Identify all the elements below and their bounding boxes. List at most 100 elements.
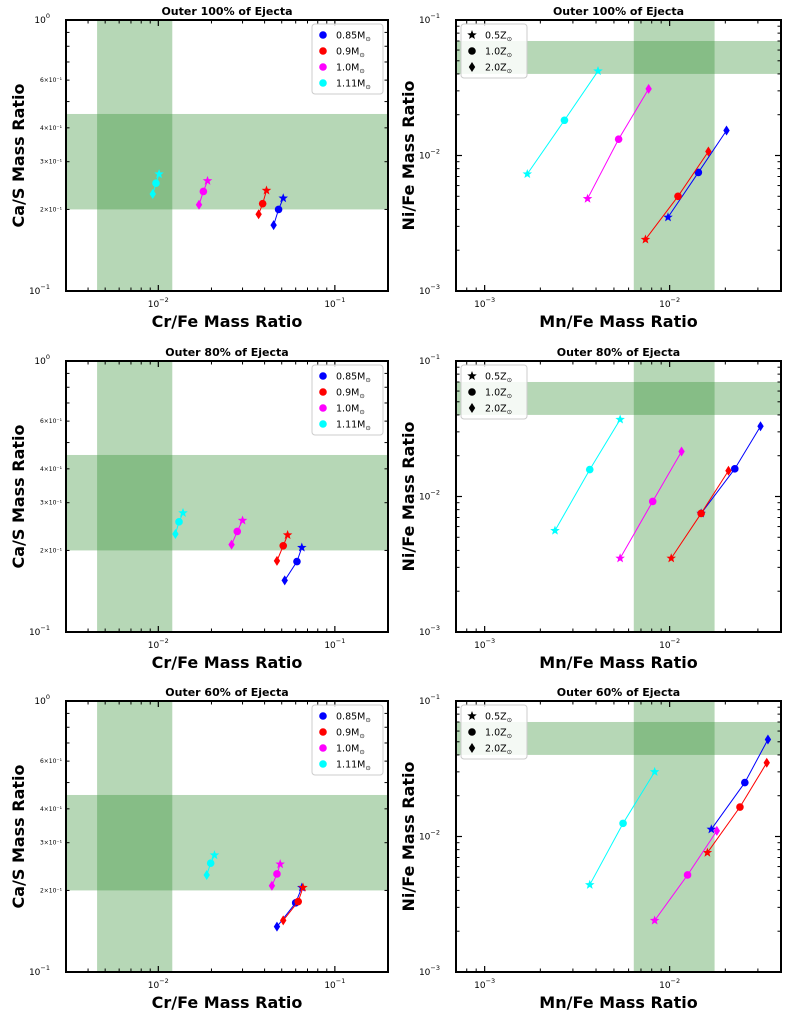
y-tick-exp: −1 [40, 283, 50, 291]
y-tick-base: 10 [419, 697, 431, 707]
data-point [640, 234, 651, 244]
data-point [674, 192, 682, 201]
data-point [741, 778, 749, 787]
series-1.0M [582, 83, 652, 203]
legend-label: 0.5Z⊙ [485, 372, 512, 385]
data-point [723, 125, 730, 136]
data-point [694, 168, 703, 177]
legend-label-sub: ⊙ [507, 376, 512, 384]
legend-label-sub: ⊙ [365, 83, 370, 91]
y-tick-label: 100 [34, 353, 50, 367]
y-tick-label: 100 [34, 12, 50, 26]
y-minor-tick-label: 4×10⁻¹ [40, 806, 63, 813]
x-tick-exp: −1 [336, 637, 346, 645]
data-point [550, 525, 560, 535]
plot-frame [65, 360, 389, 633]
legend-label: 1.0Z⊙ [485, 388, 512, 401]
legend-label: 0.5Z⊙ [485, 712, 512, 725]
panel-row3-left: 10−2 10−110−11002×10⁻¹3×10⁻¹4×10⁻¹6×10⁻¹O… [9, 686, 389, 1012]
x-tick-base: 10 [148, 641, 160, 651]
legend-label-sub: ⊙ [507, 748, 512, 756]
legend-label-base: 1.0Z [485, 388, 507, 399]
legend: 0.5Z⊙ 1.0Z⊙ 2.0Z ⊙ [460, 364, 528, 420]
y-minor-tick-label: 4×10⁻¹ [40, 125, 63, 132]
data-point [666, 553, 676, 563]
series-1.0M [228, 515, 248, 550]
legend: 0.85M⊙0.9M⊙1.0M⊙1.11M⊙ [311, 364, 384, 436]
data-point [593, 66, 603, 76]
panel-title: Outer 80% of Ejecta [557, 346, 680, 359]
y-tick-exp: 0 [46, 12, 50, 20]
data-point [279, 542, 288, 550]
y-tick-base: 10 [419, 16, 431, 26]
data-point [298, 882, 308, 892]
x-axis-label: Mn/Fe Mass Ratio [539, 653, 697, 672]
y-minor-tick-label: 3×10⁻¹ [40, 159, 63, 166]
series-0.9M [273, 530, 293, 566]
data-point [273, 870, 281, 878]
data-point [209, 850, 220, 860]
observed-band-x [633, 361, 715, 632]
panel-title: Outer 100% of Ejecta [161, 5, 292, 18]
plot-frame [65, 19, 389, 292]
series-1.11M [550, 414, 625, 535]
series-0.9M [280, 882, 308, 926]
y-tick-base: 10 [29, 968, 41, 978]
legend-label-base: 0.5Z [485, 31, 507, 42]
legend-box [460, 704, 528, 760]
y-minor-tick-label: 6×10⁻¹ [40, 77, 63, 84]
legend-label-sub: ⊙ [365, 35, 370, 43]
legend-label-base: 2.0Z [485, 63, 507, 74]
x-tick-exp: −2 [159, 296, 169, 304]
plot-frame [455, 360, 782, 633]
y-axis-label: Ni/Fe Mass Ratio [399, 80, 418, 230]
legend-label: 1.0M⊙ [336, 744, 365, 757]
x-tick-exp: −2 [671, 637, 681, 645]
y-tick-exp: 0 [46, 693, 50, 701]
y-tick-base: 10 [419, 968, 431, 978]
x-tick-label: 10−2 [148, 637, 169, 651]
legend: 0.5Z⊙1.0Z⊙2.0Z⊙ [460, 704, 528, 760]
legend-label: 1.0M⊙ [336, 63, 365, 76]
x-tick-label: 10−3 [474, 637, 495, 651]
panel-title: Outer 60% of Ejecta [557, 686, 680, 699]
bands [66, 701, 388, 972]
data-point [273, 555, 281, 566]
legend-label: 0.9M⊙ [336, 388, 365, 401]
data-point [228, 539, 235, 550]
data-point [255, 209, 262, 220]
y-tick-exp: −3 [430, 624, 440, 632]
data-point [154, 169, 164, 179]
y-tick-label: 10−1 [29, 624, 50, 638]
legend-marker [467, 371, 477, 381]
legend-box [311, 364, 384, 436]
legend-marker [319, 388, 327, 396]
legend-marker [467, 30, 477, 40]
y-axis-label: Ca/S Mass Ratio [9, 83, 28, 227]
data-point [273, 921, 281, 932]
x-tick-exp: −3 [486, 977, 496, 985]
y-tick-label: 10−3 [419, 283, 440, 297]
x-tick-label: 10−2 [659, 977, 680, 991]
legend-label-sub: ⊙ [507, 67, 512, 75]
data-point [725, 465, 732, 476]
legend-label-base: 2.0Z [485, 404, 507, 415]
legend-marker [468, 743, 476, 753]
x-tick-label: 10−3 [474, 977, 495, 991]
data-point [730, 465, 739, 473]
y-minor-tick-label: 3×10⁻¹ [40, 500, 63, 507]
panel-title: Outer 60% of Ejecta [165, 686, 288, 699]
legend-label: 0.85M⊙ [336, 712, 371, 725]
legend-label: 2.0Z⊙ [485, 63, 512, 76]
x-tick-label: 10−3 [474, 296, 495, 310]
legend-marker [319, 712, 327, 720]
data-point [293, 557, 301, 566]
data-point [261, 185, 272, 195]
y-axis-label: Ni/Fe Mass Ratio [399, 421, 418, 571]
x-axis-label: Mn/Fe Mass Ratio [539, 993, 697, 1012]
y-tick-exp: −3 [430, 964, 440, 972]
data-point [294, 897, 303, 906]
series-1.0M [649, 825, 721, 925]
legend-label-sub: ⊙ [507, 51, 512, 59]
